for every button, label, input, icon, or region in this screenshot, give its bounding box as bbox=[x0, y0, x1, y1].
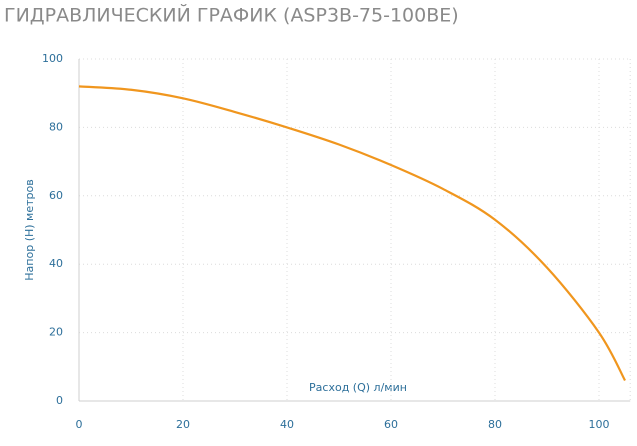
y-tick-label: 60 bbox=[49, 189, 63, 202]
y-tick-label: 0 bbox=[56, 394, 63, 407]
x-tick-label: 40 bbox=[280, 418, 294, 431]
chart-title: ГИДРАВЛИЧЕСКИЙ ГРАФИК (ASP3B-75-100BE) bbox=[4, 4, 459, 27]
x-tick-label: 60 bbox=[384, 418, 398, 431]
y-tick-label: 100 bbox=[42, 52, 63, 65]
y-tick-label: 40 bbox=[49, 257, 63, 270]
x-tick-label: 20 bbox=[176, 418, 190, 431]
x-axis-label: Расход (Q) л/мин bbox=[309, 381, 407, 394]
x-tick-label: 0 bbox=[76, 418, 83, 431]
y-axis-label: Напор (H) метров bbox=[23, 179, 36, 280]
x-tick-label: 100 bbox=[589, 418, 610, 431]
y-tick-label: 80 bbox=[49, 120, 63, 133]
y-tick-label: 20 bbox=[49, 326, 63, 339]
data-line bbox=[78, 85, 626, 382]
x-tick-label: 80 bbox=[488, 418, 502, 431]
